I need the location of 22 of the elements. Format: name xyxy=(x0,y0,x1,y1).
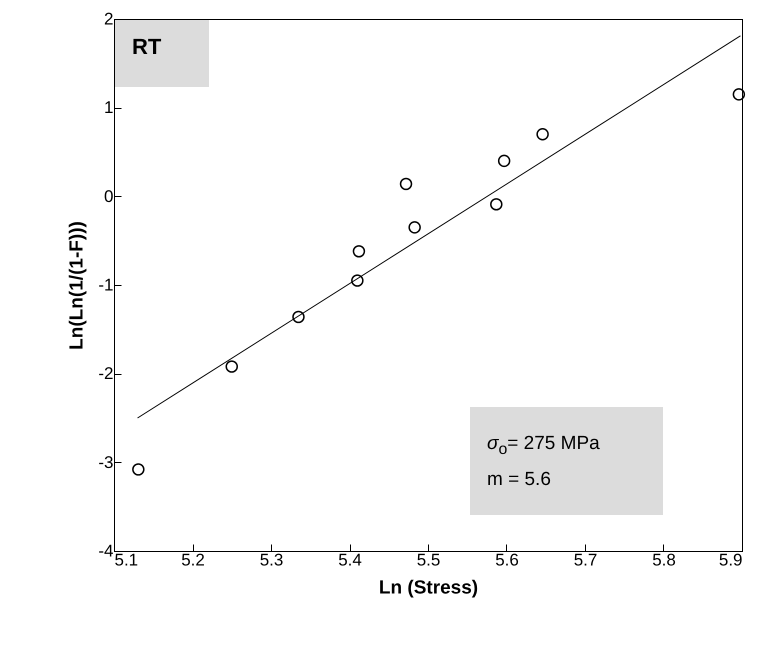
y-tick-label: -2 xyxy=(98,364,114,384)
annotation: m = 5.6 xyxy=(487,468,552,492)
x-tick-label: 5.1 xyxy=(114,550,138,570)
x-tick-label: 5.8 xyxy=(652,550,676,570)
y-axis-title: Ln(Ln(1/(1-F))) xyxy=(66,221,88,350)
y-tick-label: 0 xyxy=(104,186,114,206)
x-tick-label: 5.3 xyxy=(260,550,284,570)
x-tick-label: 5.5 xyxy=(416,550,440,570)
x-tick-label: 5.7 xyxy=(574,550,598,570)
x-tick-label: 5.6 xyxy=(495,550,519,570)
x-tick-label: 5.4 xyxy=(338,550,362,570)
y-tick-label: -4 xyxy=(98,542,114,560)
x-tick-label: 5.9 xyxy=(718,550,742,570)
y-tick-label: 2 xyxy=(104,10,114,28)
y-tick-label: -1 xyxy=(98,276,114,294)
label-box: RT xyxy=(115,20,209,87)
y-tick-label: 1 xyxy=(104,98,114,118)
x-tick-label: 5.2 xyxy=(181,550,205,570)
y-tick-label: -3 xyxy=(98,452,114,472)
annotation: σ$_{o}$= 275 MPa xyxy=(487,432,601,460)
x-axis-title: Ln (Stress) xyxy=(378,578,478,598)
label-box: σ$_{o}$= 275 MPa m = 5.6 xyxy=(470,407,663,515)
